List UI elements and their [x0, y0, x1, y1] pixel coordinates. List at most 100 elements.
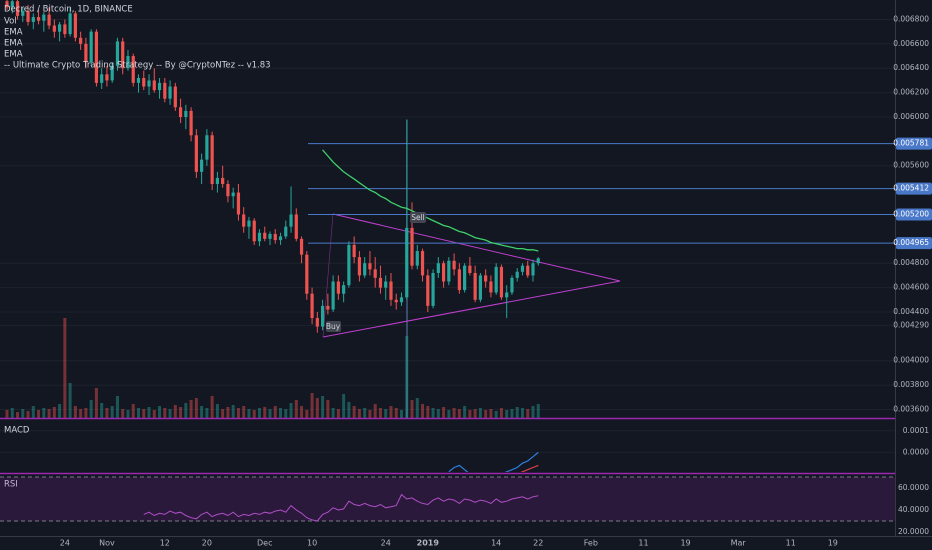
candle-body	[510, 277, 514, 293]
rsi-pane	[0, 474, 895, 536]
volume-bar	[510, 409, 514, 418]
volume-bar	[100, 403, 104, 418]
candle-body	[447, 260, 451, 282]
candle-body	[52, 25, 56, 32]
volume-bar	[31, 406, 35, 418]
x-tick-label: 2019	[417, 539, 440, 548]
volume-bar	[279, 408, 283, 418]
candle-body	[200, 159, 204, 172]
candle-body	[168, 86, 172, 99]
candle-body	[405, 227, 409, 298]
y-tick-label: 0.006400	[893, 63, 929, 72]
candle-body	[278, 236, 283, 241]
volume-bar	[52, 407, 56, 418]
candle-body	[131, 56, 135, 83]
volume-bar	[10, 408, 14, 418]
price-line-label: 0.005200	[893, 209, 929, 218]
candle-body	[494, 266, 498, 293]
volume-bar	[405, 336, 409, 418]
volume-bar	[115, 396, 119, 418]
candle-body	[221, 177, 225, 185]
volume-bar	[68, 383, 72, 418]
y-tick-label: 0.006200	[893, 88, 929, 97]
x-tick-label: 12	[160, 539, 170, 548]
legend-item: EMA	[4, 39, 23, 49]
volume-bar	[105, 408, 109, 418]
signal-line	[520, 464, 539, 472]
candle-body	[331, 281, 335, 310]
candle-body	[489, 281, 493, 293]
rsi-line	[143, 493, 539, 522]
x-tick-label: Nov	[99, 539, 115, 548]
volume-bar	[173, 405, 177, 418]
volume-bar	[305, 410, 309, 418]
x-tick-label: 24	[60, 539, 70, 548]
volume-bar	[447, 410, 451, 418]
candle-body	[268, 233, 272, 239]
x-tick-label: 24	[381, 539, 391, 548]
volume-bar	[221, 409, 225, 418]
candle-body	[63, 24, 67, 35]
volume-bar	[21, 409, 25, 418]
candle-body	[520, 265, 525, 272]
candle-body	[415, 251, 419, 266]
sell-label: Sell	[411, 213, 425, 222]
candle-body	[310, 293, 314, 319]
legend: Decred / Bitcoin, 1D, BINANCE Vol EMA EM…	[4, 5, 271, 71]
candle-body	[399, 297, 404, 303]
candle-body	[426, 275, 430, 306]
volume-bar	[242, 406, 246, 418]
candle-body	[157, 82, 162, 91]
volume-bar	[426, 406, 430, 418]
candle-body	[457, 269, 461, 291]
volume-bar	[442, 407, 446, 418]
volume-bar	[347, 402, 351, 418]
candle-body	[79, 37, 83, 44]
rsi-band	[0, 476, 895, 521]
sell-marker	[410, 212, 426, 223]
volume-bar	[42, 408, 46, 418]
candle-body	[173, 86, 177, 108]
candle-body	[178, 107, 183, 117]
volume-bar	[373, 404, 377, 418]
y-tick-label: 0.006800	[893, 14, 929, 23]
volume-bar	[410, 400, 414, 418]
price-line-label: 0.005412	[893, 184, 929, 193]
candle-body	[478, 275, 482, 300]
candle-body	[515, 271, 519, 278]
volume-bar	[263, 407, 267, 418]
volume-bar	[284, 409, 288, 418]
volume-bar	[200, 406, 204, 418]
candle-body	[189, 110, 193, 136]
volume-bar	[110, 406, 114, 418]
candle-body	[236, 192, 241, 215]
volume-bar	[336, 409, 340, 418]
candle-body	[194, 135, 198, 172]
y-tick-label: 0.006000	[893, 112, 929, 121]
y-tick-label: 0.003800	[893, 380, 929, 389]
volume-bar	[84, 408, 88, 418]
volume-bar	[289, 403, 293, 418]
candle-body	[384, 281, 388, 288]
volume-bar	[363, 408, 367, 418]
candle-body	[184, 110, 188, 117]
price-line-tag	[896, 137, 932, 150]
candle-body	[284, 226, 288, 237]
candle-body	[5, 1, 9, 8]
volume-bar	[378, 408, 382, 418]
candle-body	[289, 214, 293, 227]
volume-bar	[326, 400, 330, 418]
ema-line	[322, 149, 539, 252]
volume-bar	[257, 408, 261, 418]
candle-body	[152, 80, 156, 91]
volume-bar	[431, 408, 435, 418]
volume-bar	[231, 405, 235, 418]
candle-body	[463, 265, 467, 291]
candle-body	[126, 56, 130, 69]
volume-bar	[73, 406, 77, 418]
legend-item: Vol	[4, 17, 17, 27]
volume-bar	[536, 404, 540, 418]
x-tick-label: 20	[202, 539, 212, 548]
volume-bar	[63, 318, 67, 418]
y-tick-label: 0.004600	[893, 283, 929, 292]
